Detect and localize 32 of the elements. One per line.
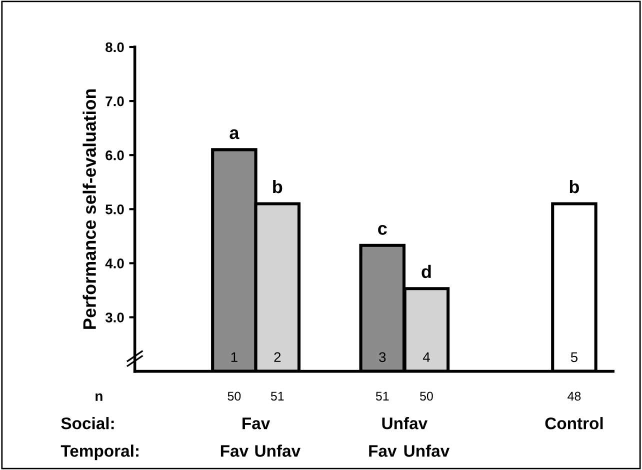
- text: n: [96, 393, 102, 401]
- text: Fav: [242, 418, 270, 430]
- text: Control: [545, 417, 603, 430]
- x-tick-label: 5: [570, 352, 578, 362]
- text: 51: [270, 392, 284, 401]
- y-tick-label: 5.0: [106, 204, 124, 214]
- annotation: b: [570, 180, 579, 194]
- y-tick-label: 8.0: [106, 42, 124, 52]
- text: Unfav: [404, 444, 450, 457]
- text: Fav: [220, 445, 248, 457]
- y-tick-label: 3.0: [105, 312, 124, 322]
- text: 51: [376, 392, 389, 401]
- text: Fav: [369, 445, 397, 457]
- text: 50: [228, 392, 241, 401]
- x-tick-label: 1: [231, 352, 238, 362]
- x-tick-label: 3: [379, 352, 386, 362]
- x-tick-label: 4: [422, 352, 430, 362]
- text: 50: [420, 392, 433, 401]
- y-tick-label: 6.0: [106, 150, 124, 160]
- text: Unfav: [382, 417, 428, 430]
- annotation: d: [422, 264, 431, 278]
- y-axis-title: Performance self-evaluation: [82, 89, 96, 329]
- annotation: b: [273, 180, 282, 194]
- y-tick-label: 4.0: [105, 258, 124, 268]
- y-tick-label: 7.0: [106, 96, 124, 106]
- text: Temporal:: [60, 444, 138, 460]
- text: Social:: [61, 417, 114, 430]
- annotation: c: [378, 224, 387, 235]
- annotation: a: [230, 129, 240, 140]
- text: Unfav: [255, 444, 300, 457]
- text: 48: [568, 392, 581, 401]
- x-tick-label: 2: [274, 352, 281, 362]
